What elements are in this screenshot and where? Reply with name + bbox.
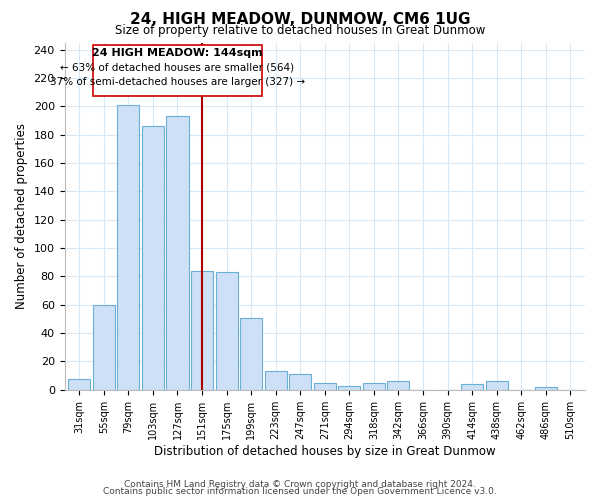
Bar	[388, 382, 409, 390]
Bar	[215, 272, 238, 390]
Bar	[93, 305, 115, 390]
Text: Contains HM Land Registry data © Crown copyright and database right 2024.: Contains HM Land Registry data © Crown c…	[124, 480, 476, 489]
Text: Size of property relative to detached houses in Great Dunmow: Size of property relative to detached ho…	[115, 24, 485, 37]
Text: Contains public sector information licensed under the Open Government Licence v3: Contains public sector information licen…	[103, 488, 497, 496]
Y-axis label: Number of detached properties: Number of detached properties	[15, 123, 28, 309]
Bar	[363, 383, 385, 390]
Bar	[314, 383, 336, 390]
Text: 24, HIGH MEADOW, DUNMOW, CM6 1UG: 24, HIGH MEADOW, DUNMOW, CM6 1UG	[130, 12, 470, 26]
Bar	[166, 116, 188, 390]
Bar	[240, 318, 262, 390]
Bar	[338, 386, 361, 390]
Bar	[68, 378, 91, 390]
Text: 24 HIGH MEADOW: 144sqm: 24 HIGH MEADOW: 144sqm	[92, 48, 263, 58]
FancyBboxPatch shape	[93, 46, 262, 96]
Bar	[289, 374, 311, 390]
Bar	[265, 372, 287, 390]
Bar	[191, 271, 213, 390]
Bar	[535, 387, 557, 390]
X-axis label: Distribution of detached houses by size in Great Dunmow: Distribution of detached houses by size …	[154, 444, 496, 458]
Bar	[118, 105, 139, 390]
Bar	[485, 382, 508, 390]
Bar	[142, 126, 164, 390]
Bar	[461, 384, 483, 390]
Text: ← 63% of detached houses are smaller (564): ← 63% of detached houses are smaller (56…	[61, 62, 295, 72]
Text: 37% of semi-detached houses are larger (327) →: 37% of semi-detached houses are larger (…	[50, 76, 305, 86]
